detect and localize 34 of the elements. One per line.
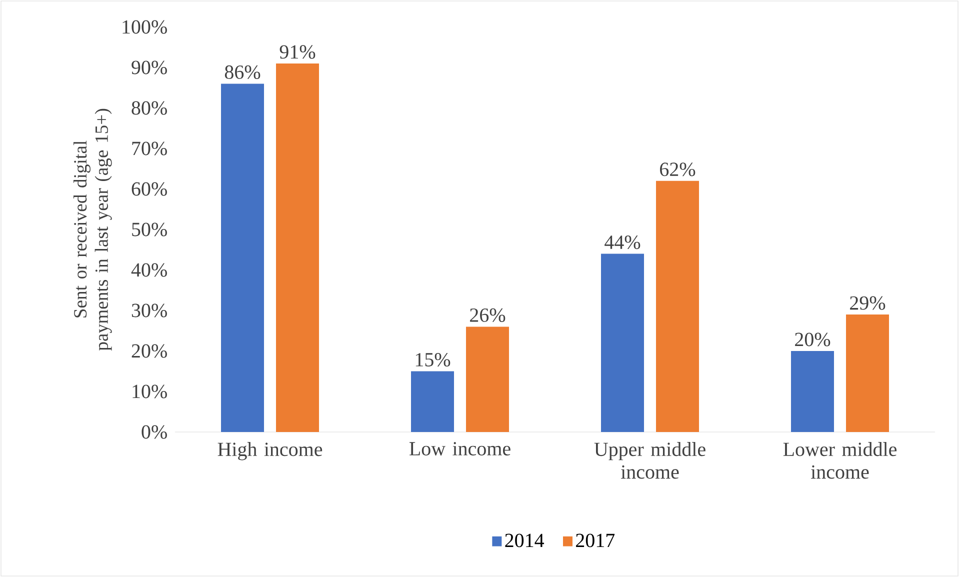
y-tick-label: 80% (132, 101, 167, 115)
y-tick-label: 0% (142, 425, 167, 439)
x-tick-label: Lower middle income (783, 442, 897, 479)
y-tick-label: 60% (132, 182, 167, 196)
bar (411, 371, 454, 432)
legend-label: 2014 (505, 534, 544, 548)
y-axis-title: Sent or received digital payments in last year (age 15+) (73, 108, 112, 351)
y-tick-label: 70% (132, 142, 167, 156)
bar (221, 84, 264, 432)
bar (791, 350, 834, 432)
y-tick-label: 40% (131, 263, 167, 277)
bar (656, 180, 699, 432)
x-tick-label: Upper middle income (594, 442, 706, 479)
bar (466, 326, 509, 432)
y-tick-label: 10% (132, 384, 167, 398)
y-tick-label: 20% (132, 344, 167, 358)
data-label: 44% (604, 236, 640, 250)
y-tick-label: 90% (132, 60, 167, 74)
data-label: 86% (224, 65, 260, 79)
y-tick-label: 50% (132, 222, 167, 236)
bar (601, 254, 644, 432)
bar (846, 314, 889, 432)
data-label: 15% (416, 352, 450, 367)
x-tick-label: High income (218, 442, 322, 460)
data-label: 91% (280, 45, 316, 59)
y-tick-label: 30% (132, 304, 167, 318)
data-label: 20% (795, 332, 830, 346)
bar (276, 63, 320, 432)
data-label: 29% (850, 296, 886, 310)
data-label: 26% (470, 308, 506, 322)
data-label: 62% (660, 162, 696, 176)
x-tick-label: Low income (409, 442, 510, 456)
y-tick-label: 100% (122, 20, 167, 34)
legend-label: 2017 (576, 534, 615, 548)
